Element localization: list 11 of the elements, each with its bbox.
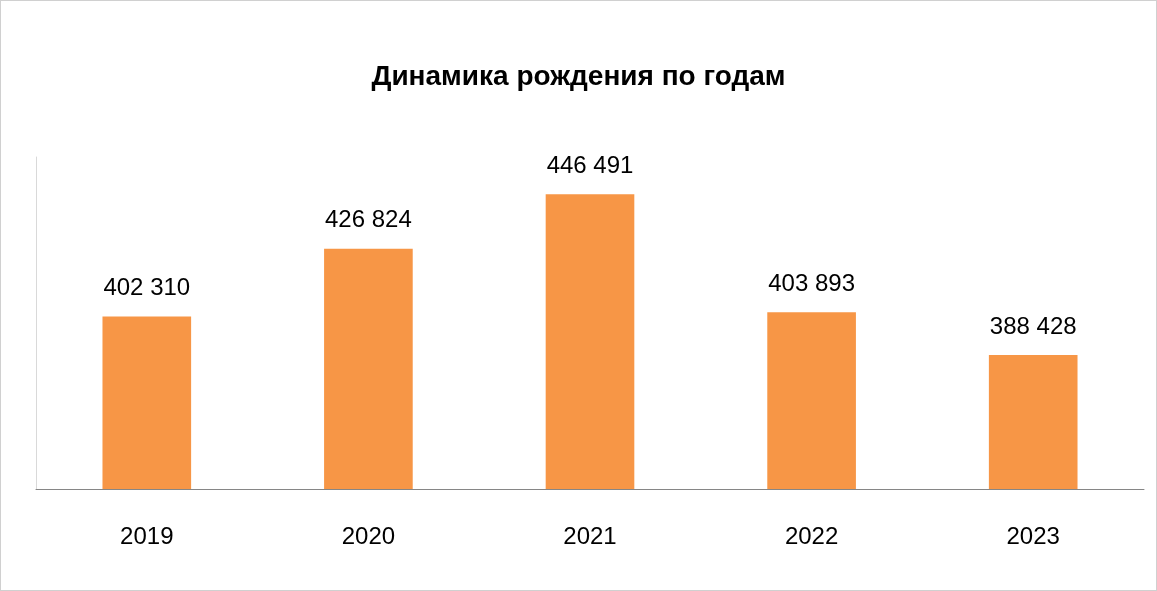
data-label: 403 893 (768, 268, 855, 296)
x-tick-label: 2020 (341, 521, 396, 549)
data-label: 426 824 (325, 205, 412, 233)
x-tick-label: 2021 (563, 521, 617, 549)
data-label: 402 310 (103, 273, 191, 301)
x-tick-label: 2019 (120, 521, 174, 549)
x-tick-label: 2022 (784, 521, 839, 549)
data-label: 446 491 (546, 150, 634, 178)
chart-title: Динамика рождения по годам (371, 59, 786, 91)
data-label: 388 428 (989, 311, 1077, 339)
x-tick-label: 2023 (1006, 521, 1060, 549)
